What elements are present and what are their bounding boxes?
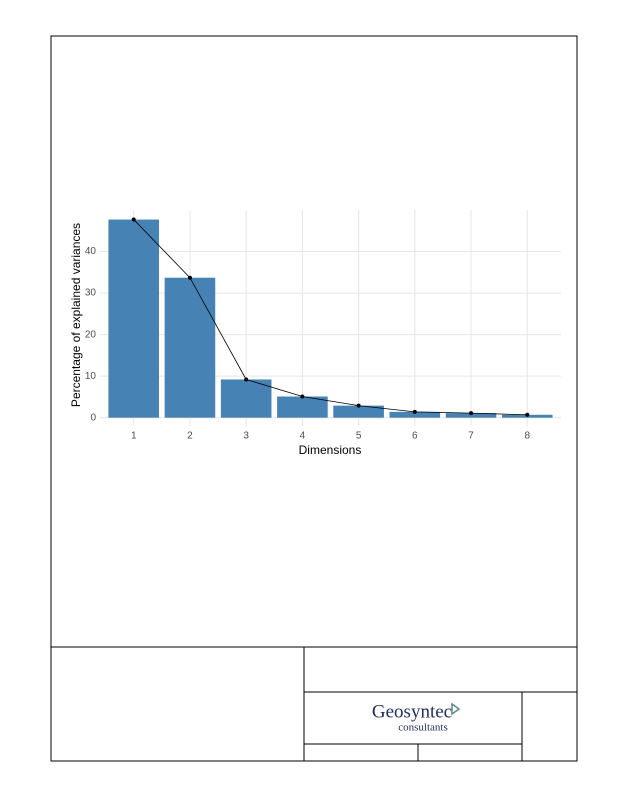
x-tick-label: 6 bbox=[412, 431, 418, 442]
y-tick-label: 40 bbox=[85, 246, 97, 257]
scree-point bbox=[356, 403, 361, 408]
scree-point bbox=[412, 409, 417, 414]
chart: 0 10 20 30 40 1 2 3 4 5 6 7 8 bbox=[85, 210, 561, 442]
x-tick-label: 3 bbox=[243, 431, 249, 442]
bar bbox=[108, 219, 160, 418]
logo-subtitle: consultants bbox=[398, 722, 448, 734]
x-tick-label: 4 bbox=[300, 431, 306, 442]
x-tick-label: 8 bbox=[524, 431, 530, 442]
y-tick-label: 30 bbox=[85, 288, 97, 299]
y-tick-label: 0 bbox=[90, 412, 96, 423]
bar bbox=[164, 277, 216, 418]
scree-point bbox=[244, 377, 249, 382]
scree-point bbox=[469, 411, 474, 416]
x-tick-label: 1 bbox=[131, 431, 137, 442]
scree-point bbox=[525, 412, 530, 417]
x-axis-label: Dimensions bbox=[299, 443, 362, 457]
y-tick-label: 10 bbox=[85, 371, 97, 382]
bar bbox=[333, 405, 384, 418]
bar bbox=[445, 413, 497, 418]
scree-point bbox=[131, 217, 136, 222]
y-tick-label: 20 bbox=[85, 329, 97, 340]
logo-icon bbox=[451, 702, 461, 716]
x-tick-label: 2 bbox=[187, 431, 193, 442]
scree-line bbox=[133, 219, 528, 416]
scree-point bbox=[300, 394, 305, 399]
logo-name: Geosyntec bbox=[372, 701, 452, 722]
bar bbox=[389, 411, 441, 418]
x-tick-label: 5 bbox=[356, 431, 362, 442]
page-frame bbox=[50, 35, 578, 762]
scree-point bbox=[187, 275, 192, 280]
x-tick-label: 7 bbox=[468, 431, 474, 442]
border bbox=[50, 35, 578, 762]
bar bbox=[277, 396, 328, 418]
bar bbox=[220, 379, 272, 418]
y-axis-label: Percentage of explained variances bbox=[69, 223, 83, 407]
